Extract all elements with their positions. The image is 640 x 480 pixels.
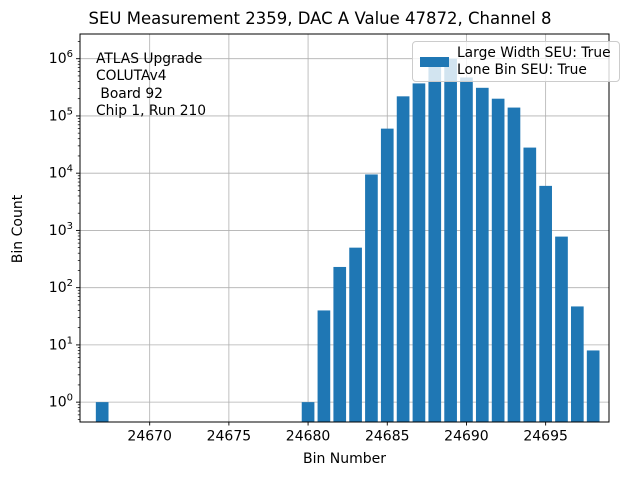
bar-bin-24667 xyxy=(95,402,109,422)
annotation-line-2: COLUTAv4 xyxy=(96,68,167,85)
legend-labels: Large Width SEU: True Lone Bin SEU: True xyxy=(457,45,611,78)
bar-bin-24695 xyxy=(539,185,552,422)
bar-bin-24683 xyxy=(349,247,362,422)
bar-bin-24693 xyxy=(507,107,521,422)
bar-bin-24696 xyxy=(555,236,568,422)
bar-bin-24682 xyxy=(333,266,347,422)
y-tick-label-1e2: 102 xyxy=(49,278,73,296)
y-tick-label-1e3: 103 xyxy=(49,221,73,239)
y-tick-label-1e0: 100 xyxy=(49,393,73,411)
bar-bin-24680 xyxy=(301,402,315,422)
x-tick-label-24695: 24695 xyxy=(523,429,568,445)
bar-bin-24686 xyxy=(396,96,410,422)
bar-bin-24689 xyxy=(444,58,457,423)
y-tick-label-1e1: 101 xyxy=(49,335,73,353)
bar-bin-24694 xyxy=(523,147,537,422)
bar-bin-24697 xyxy=(570,306,584,422)
chart-title: SEU Measurement 2359, DAC A Value 47872,… xyxy=(88,9,552,28)
y-tick-label-1e5: 105 xyxy=(49,106,73,124)
x-tick-label-24670: 24670 xyxy=(127,429,172,445)
bar-bin-24691 xyxy=(475,87,489,423)
x-axis-label: Bin Number xyxy=(302,451,387,467)
x-tick-label-24690: 24690 xyxy=(444,429,489,445)
y-axis-label: Bin Count xyxy=(10,194,26,264)
bar-bin-24688 xyxy=(428,64,442,423)
y-tick-label-1e4: 104 xyxy=(49,164,73,182)
x-tick-label-24675: 24675 xyxy=(207,429,252,445)
annotation-line-1: ATLAS Upgrade xyxy=(96,51,203,67)
annotation-line-3: Board 92 xyxy=(96,85,163,102)
bar-bin-24687 xyxy=(412,83,426,423)
bar-bin-24690 xyxy=(460,77,473,422)
legend: Large Width SEU: True Lone Bin SEU: True xyxy=(412,41,620,82)
bar-bin-24692 xyxy=(491,98,505,423)
bar-bin-24681 xyxy=(317,310,331,422)
x-tick-label-24685: 24685 xyxy=(365,429,410,445)
legend-entry-lone-bin-seu: Lone Bin SEU: True xyxy=(457,61,587,78)
y-tick-label-1e6: 106 xyxy=(49,49,73,67)
bar-bin-24684 xyxy=(365,174,378,422)
legend-entry-large-width-seu: Large Width SEU: True xyxy=(457,45,611,61)
annotation-line-4: Chip 1, Run 210 xyxy=(96,103,207,120)
plot-annotation: ATLAS Upgrade COLUTAv4 Board 92 Chip 1, … xyxy=(96,51,206,121)
legend-bar-swatch-icon xyxy=(420,56,449,67)
bar-bin-24698 xyxy=(586,350,600,422)
x-tick-label-24680: 24680 xyxy=(286,429,331,445)
bar-bin-24685 xyxy=(380,128,394,422)
